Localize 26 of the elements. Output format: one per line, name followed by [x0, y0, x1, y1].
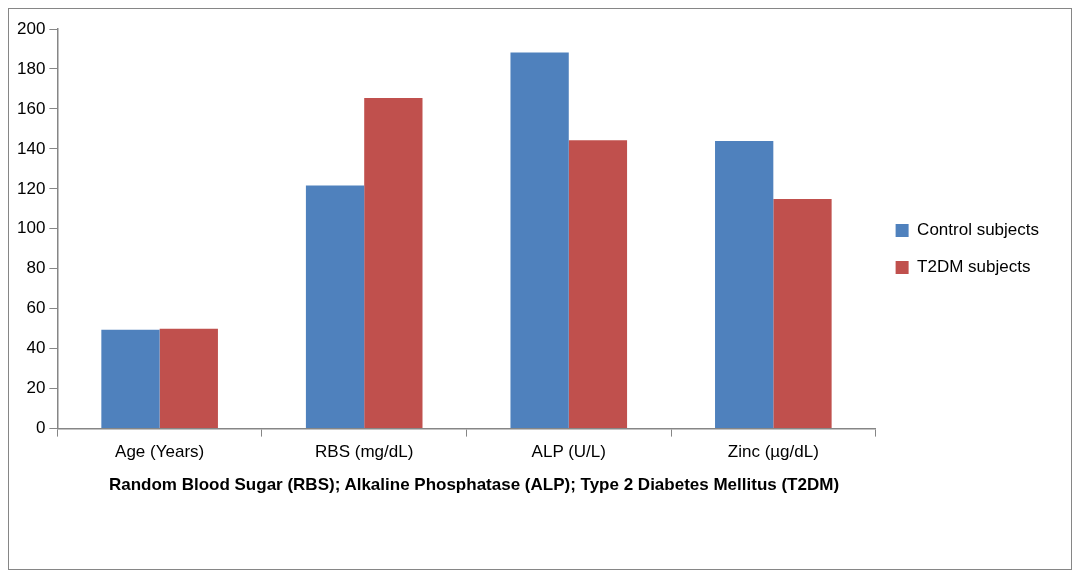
bar	[773, 199, 832, 429]
bar	[715, 141, 774, 429]
x-tick-label: Age (Years)	[115, 442, 205, 462]
bar	[364, 97, 423, 429]
bar	[101, 329, 160, 429]
x-tick-label: ALP (U/L)	[531, 442, 606, 462]
x-tick-label: RBS (mg/dL)	[315, 442, 414, 462]
y-tick-label: 0	[35, 418, 46, 438]
y-tick-label: 200	[16, 18, 46, 38]
y-tick-label: 100	[16, 218, 46, 238]
y-tick-label: 20	[26, 378, 46, 398]
y-tick-label: 140	[16, 138, 46, 158]
bar	[159, 328, 218, 429]
legend-label: T2DM subjects	[917, 257, 1031, 277]
y-tick-label: 160	[16, 98, 46, 118]
y-tick-label: 60	[26, 298, 46, 318]
bar	[305, 185, 365, 429]
y-tick-label: 180	[16, 58, 46, 78]
bar	[568, 140, 628, 429]
legend-label: Control subjects	[917, 220, 1039, 240]
x-axis-title: Random Blood Sugar (RBS); Alkaline Phosphatase (ALP); Type 2 Diabetes Mellitus (T2DM)	[107, 474, 841, 496]
y-tick-label: 80	[26, 258, 46, 278]
y-tick-label: 40	[26, 338, 46, 358]
y-tick-label: 120	[16, 178, 46, 198]
x-tick-label: Zinc (µg/dL)	[727, 442, 819, 462]
bar	[510, 52, 569, 429]
